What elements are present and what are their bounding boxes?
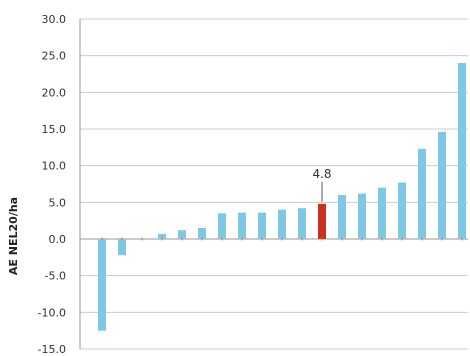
y-tick-label: 25.0 <box>42 50 67 63</box>
y-tick-label: -5.0 <box>45 270 66 283</box>
bar <box>238 212 246 239</box>
bar <box>418 148 426 239</box>
y-tick-label: -10.0 <box>38 306 66 319</box>
y-tick-label: -15.0 <box>38 343 66 356</box>
bar <box>438 131 446 239</box>
grid-lines <box>79 18 468 350</box>
y-tick-label: 20.0 <box>42 86 67 99</box>
y-tick-label: 0.0 <box>49 233 67 246</box>
y-tick-label: 15.0 <box>42 123 67 136</box>
y-axis-ticks: 30.0 25.0 20.0 15.0 10.0 5.0 0.0 -5.0 -10.0 -15.0 <box>38 13 66 356</box>
bar <box>398 182 406 239</box>
x-axis-tick-marks <box>101 237 463 241</box>
bar <box>358 193 366 239</box>
bar <box>218 213 226 239</box>
bar <box>198 228 206 239</box>
bar <box>118 239 126 256</box>
bar <box>98 239 106 331</box>
y-tick-label: 30.0 <box>42 13 67 26</box>
annotation-label: 4.8 <box>312 167 331 181</box>
bar <box>178 230 186 239</box>
y-tick-label: 10.0 <box>42 160 67 173</box>
bars <box>98 63 466 331</box>
y-axis-label: AE NEL20/ha <box>7 197 20 275</box>
bar <box>378 187 386 239</box>
bar <box>458 63 466 239</box>
bar <box>158 233 166 239</box>
y-tick-label: 5.0 <box>49 196 67 209</box>
bar <box>338 195 346 239</box>
bar <box>258 212 266 239</box>
highlighted-bar <box>318 203 326 239</box>
bar <box>298 208 306 239</box>
bar <box>278 209 286 239</box>
annotations: 4.8 <box>312 167 332 202</box>
